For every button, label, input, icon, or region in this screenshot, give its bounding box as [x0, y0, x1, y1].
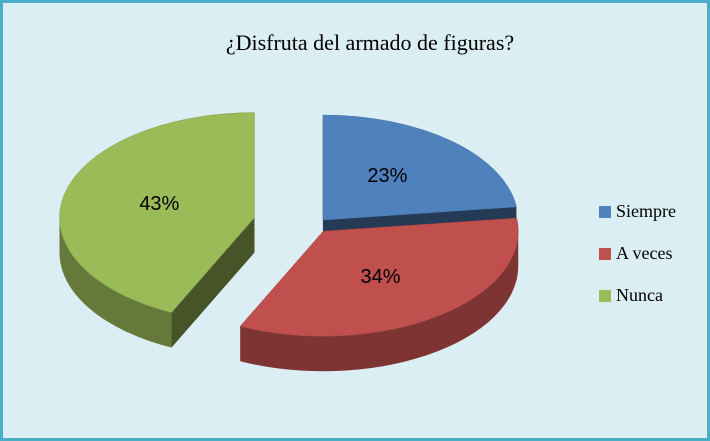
legend-swatch: [599, 206, 611, 218]
slice: [59, 112, 255, 313]
data-label: 43%: [139, 193, 179, 215]
data-label: 23%: [367, 165, 407, 187]
pie: 23% 34% 43%: [59, 112, 519, 372]
legend-label: Siempre: [616, 201, 676, 221]
slice: [239, 217, 519, 337]
data-label: 34%: [361, 266, 401, 288]
legend-swatch: [599, 248, 611, 260]
slice-wall: [171, 217, 255, 348]
legend-label: A veces: [616, 243, 672, 263]
legend-label: Nunca: [616, 285, 663, 305]
chart-title: ¿Disfruta del armado de figuras?: [226, 30, 514, 55]
legend-swatch: [599, 290, 611, 302]
legend: Siempre A veces Nunca: [599, 201, 676, 305]
slice: [322, 114, 517, 221]
slice-side: [59, 217, 172, 348]
